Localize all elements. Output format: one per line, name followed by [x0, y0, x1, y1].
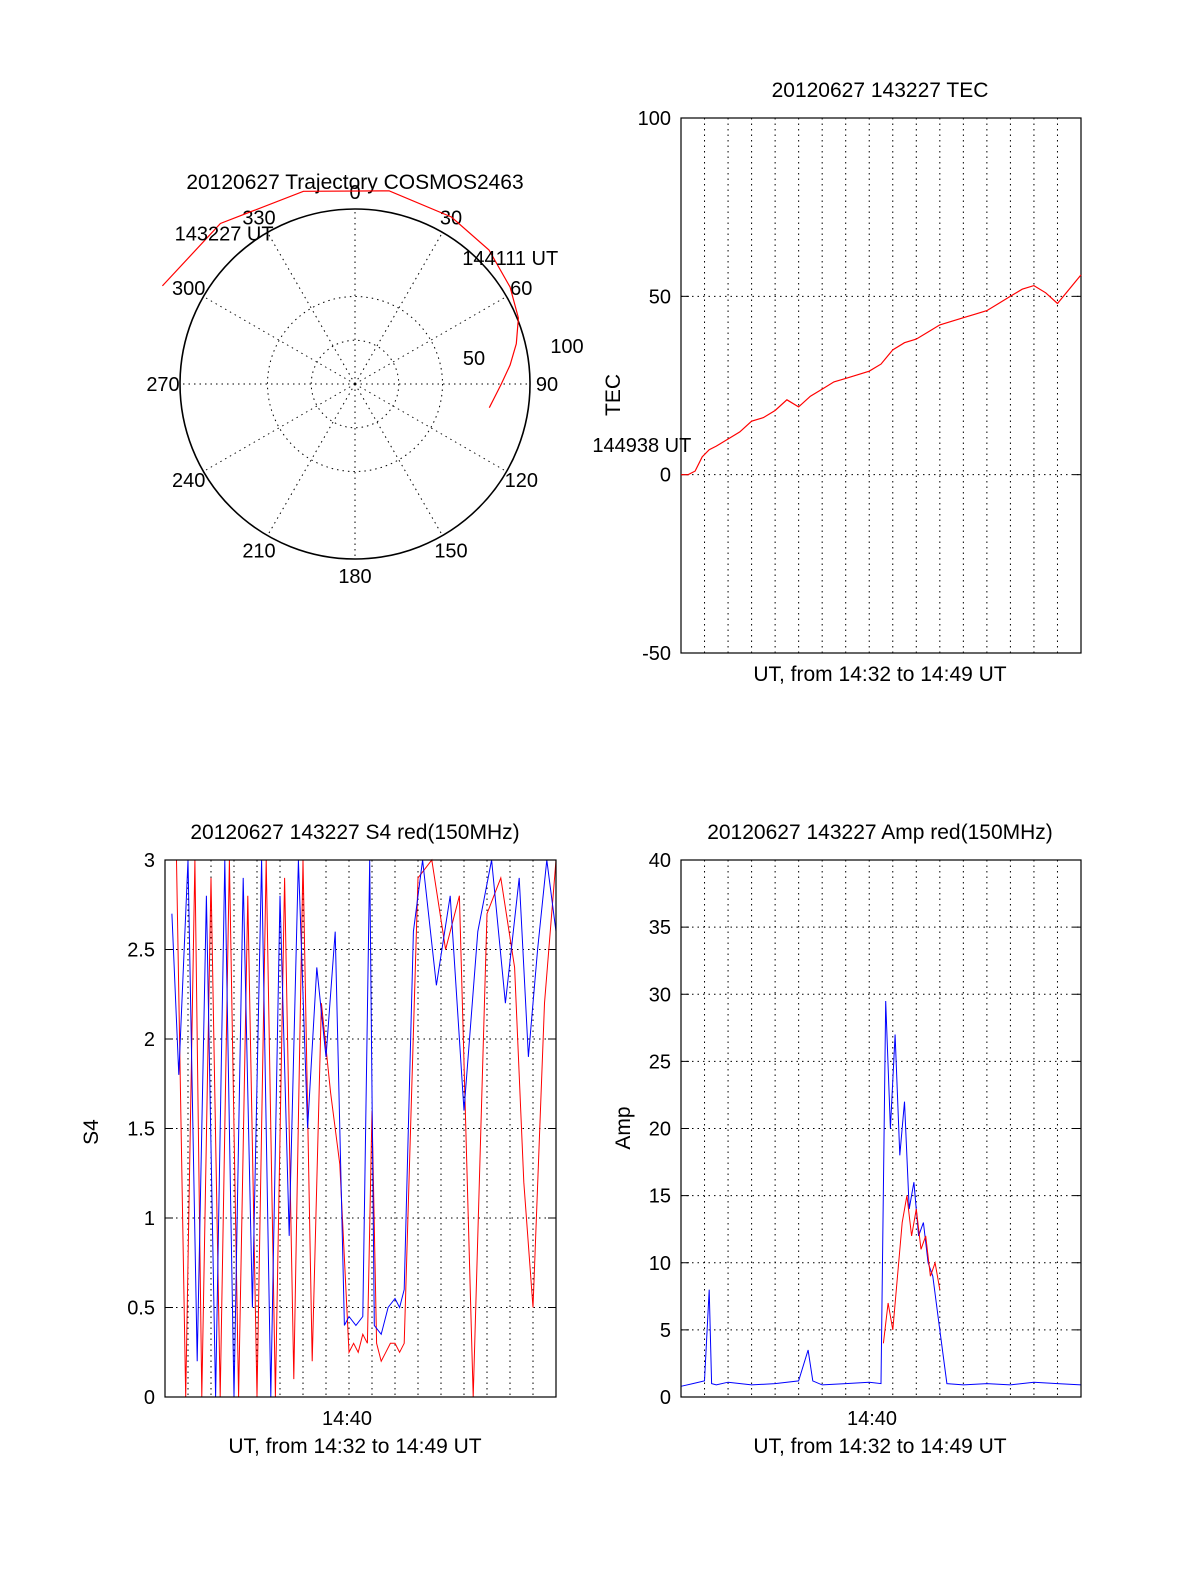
- tec-ytick-label-0: 100: [638, 108, 671, 130]
- tec-panel: 20120627 143227 TEC 100 50 0 -50 TEC UT, fr…: [602, 79, 1082, 686]
- tec-y-tick-labels: 100 50 0 -50: [638, 108, 671, 665]
- trajectory-annotations: 143227 UT 144111 UT 144938 UT: [175, 224, 692, 457]
- polar-title: 20120627 Trajectory COSMOS2463: [186, 171, 523, 194]
- polar-angle-label-240: 240: [172, 470, 205, 492]
- polar-angle-label-180: 180: [338, 566, 371, 588]
- amp-ytick-label-2: 30: [649, 984, 671, 1006]
- s4-x-axis-label: UT, from 14:32 to 14:49 UT: [228, 1435, 481, 1458]
- tec-series-line: [681, 274, 1082, 476]
- s4-red-series-line: [176, 858, 557, 1398]
- polar-grid: [180, 209, 530, 559]
- polar-angle-label-210: 210: [242, 540, 275, 562]
- s4-x-tick-1440: 14:40: [322, 1408, 372, 1430]
- amp-ytick-label-5: 15: [649, 1186, 671, 1208]
- s4-y-axis-label: S4: [80, 1119, 103, 1145]
- polar-ring-inner: [310, 339, 400, 429]
- amp-plot-frame: [680, 859, 1082, 1398]
- tec-y-axis-label: TEC: [602, 374, 625, 416]
- tec-plot-frame: [680, 117, 1082, 654]
- amp-ytick-label-0: 40: [649, 850, 671, 872]
- s4-grid: [165, 859, 556, 1398]
- amp-panel: 20120627 143227 Amp red(150MHz) 40 35 30 25…: [612, 821, 1082, 1458]
- s4-ytick-label-4: 1: [144, 1208, 155, 1230]
- tec-ytick-label-2: 0: [660, 465, 671, 487]
- s4-ytick-label-0: 3: [144, 850, 155, 872]
- amp-red-series-line: [882, 1195, 941, 1344]
- polar-angle-label-150: 150: [434, 540, 467, 562]
- amp-y-axis-label: Amp: [612, 1106, 635, 1149]
- tec-title: 20120627 143227 TEC: [772, 79, 989, 102]
- amp-grid: [681, 859, 1081, 1398]
- tec-x-axis-label: UT, from 14:32 to 14:49 UT: [753, 663, 1006, 686]
- amp-ytick-label-1: 35: [649, 917, 671, 939]
- polar-spoke-210: [267, 383, 356, 536]
- s4-y-tick-labels: 3 2.5 2 1.5 1 0.5 0: [127, 850, 155, 1409]
- tec-grid: [681, 117, 1081, 654]
- amp-ytick-label-4: 20: [649, 1119, 671, 1141]
- amp-x-axis-label: UT, from 14:32 to 14:49 UT: [753, 1435, 1006, 1458]
- s4-ytick-label-3: 1.5: [127, 1119, 155, 1141]
- amp-title: 20120627 143227 Amp red(150MHz): [707, 821, 1053, 844]
- s4-plot-frame: [164, 859, 557, 1398]
- s4-ytick-label-6: 0: [144, 1387, 155, 1409]
- trajectory-annotation-0: 143227 UT: [175, 224, 274, 246]
- polar-angle-label-30: 30: [440, 208, 462, 230]
- polar-angle-label-120: 120: [505, 470, 538, 492]
- s4-ytick-label-5: 0.5: [127, 1298, 155, 1320]
- polar-spoke-150: [354, 383, 443, 536]
- polar-spoke-330: [267, 232, 356, 385]
- polar-angle-label-330: 330: [242, 208, 275, 230]
- trajectory-track-line: [161, 190, 520, 408]
- polar-angle-label-0: 0: [349, 182, 360, 204]
- tec-ytick-label-3: -50: [642, 643, 671, 665]
- s4-ytick-label-2: 2: [144, 1029, 155, 1051]
- trajectory-annotation-2: 144938 UT: [592, 435, 691, 457]
- polar-angle-labels: 0 30 60 90 120 150 180 210 240 270 300 330: [146, 182, 558, 588]
- amp-blue-series-line: [680, 1000, 1082, 1387]
- s4-panel: 20120627 143227 S4 red(150MHz) 3 2.5 2 1.5 1…: [80, 821, 557, 1458]
- amp-ytick-label-3: 25: [649, 1051, 671, 1073]
- polar-angle-label-60: 60: [510, 278, 532, 300]
- polar-radial-label-50: 50: [463, 348, 485, 370]
- trajectory-annotation-1: 144111 UT: [462, 248, 558, 270]
- amp-y-tick-labels: 40 35 30 25 20 15 10 5 0: [649, 850, 671, 1409]
- polar-spoke-120: [354, 383, 507, 472]
- polar-spoke-60: [354, 296, 507, 385]
- polar-angle-label-270: 270: [146, 374, 179, 396]
- polar-radial-label-100: 100: [550, 336, 583, 358]
- polar-spoke-240: [203, 383, 356, 472]
- polar-angle-label-300: 300: [172, 278, 205, 300]
- amp-ytick-label-6: 10: [649, 1253, 671, 1275]
- amp-x-tick-1440: 14:40: [847, 1408, 897, 1430]
- s4-title: 20120627 143227 S4 red(150MHz): [190, 821, 519, 844]
- amp-ytick-label-8: 0: [660, 1387, 671, 1409]
- polar-angle-label-90: 90: [536, 374, 558, 396]
- s4-ytick-label-1: 2.5: [127, 940, 155, 962]
- polar-outer-circle: [179, 208, 531, 560]
- polar-ring-50: [267, 296, 443, 472]
- polar-trajectory-panel: 20120627 Trajectory COSMOS2463 0 30 60 90 12…: [146, 171, 691, 588]
- tec-ytick-label-1: 50: [649, 286, 671, 308]
- amp-ytick-label-7: 5: [660, 1320, 671, 1342]
